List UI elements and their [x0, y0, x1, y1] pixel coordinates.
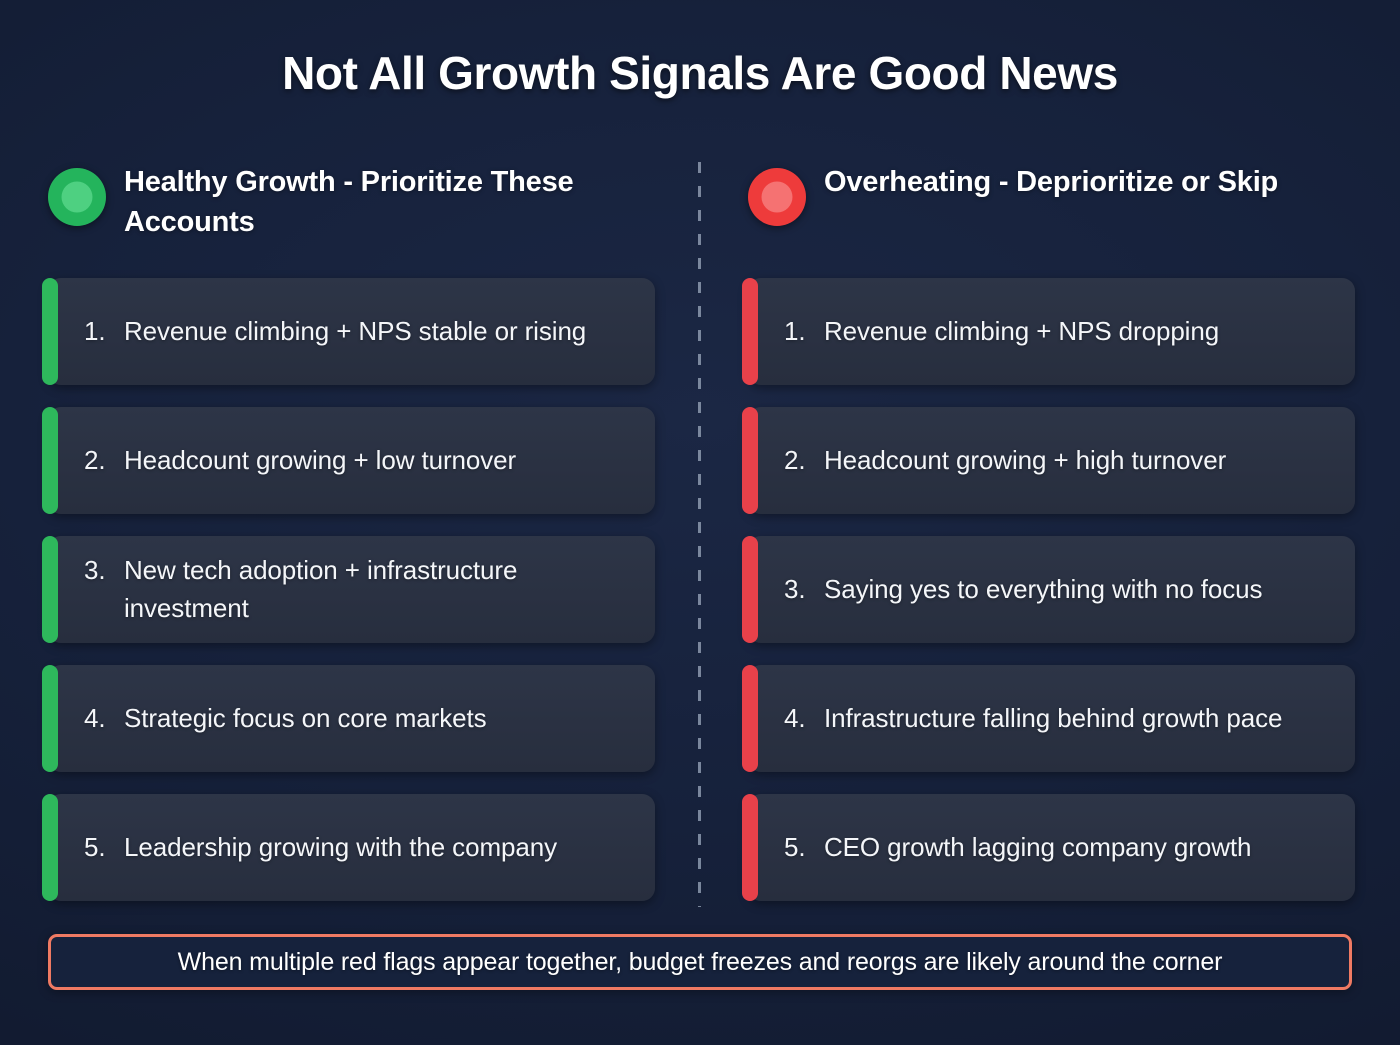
- item-number: 2.: [84, 444, 106, 475]
- accent-bar-green: [42, 794, 58, 901]
- accent-bar-red: [742, 665, 758, 772]
- accent-bar-red: [742, 407, 758, 514]
- card-content: 3. New tech adoption + infrastructure in…: [84, 552, 633, 627]
- footer-callout-text: When multiple red flags appear together,…: [177, 947, 1223, 976]
- card-list-overheating: 1. Revenue climbing + NPS dropping 2. He…: [742, 278, 1355, 901]
- item-text: Revenue climbing + NPS dropping: [824, 315, 1220, 346]
- list-item[interactable]: 5. CEO growth lagging company growth: [742, 794, 1355, 901]
- page-title: Not All Growth Signals Are Good News: [282, 47, 1118, 99]
- list-item[interactable]: 4. Strategic focus on core markets: [42, 665, 655, 772]
- footer-callout-banner: When multiple red flags appear together,…: [48, 934, 1352, 990]
- item-text: Revenue climbing + NPS stable or rising: [124, 315, 587, 346]
- list-item[interactable]: 4. Infrastructure falling behind growth …: [742, 665, 1355, 772]
- item-number: 1.: [784, 315, 806, 346]
- accent-bar-green: [42, 278, 58, 385]
- column-header-healthy-growth: Healthy Growth - Prioritize These Accoun…: [48, 160, 655, 256]
- list-item[interactable]: 3. New tech adoption + infrastructure in…: [42, 536, 655, 643]
- list-item[interactable]: 1. Revenue climbing + NPS dropping: [742, 278, 1355, 385]
- accent-bar-red: [742, 794, 758, 901]
- item-number: 3.: [784, 573, 806, 604]
- item-number: 3.: [84, 554, 106, 585]
- item-text: Saying yes to everything with no focus: [824, 573, 1263, 604]
- card-content: 2. Headcount growing + high turnover: [784, 442, 1226, 480]
- item-text: Leadership growing with the company: [124, 831, 557, 862]
- item-number: 1.: [84, 315, 106, 346]
- card-content: 5. Leadership growing with the company: [84, 829, 557, 867]
- list-item[interactable]: 2. Headcount growing + low turnover: [42, 407, 655, 514]
- red-status-dot-icon: [748, 168, 806, 226]
- accent-bar-green: [42, 536, 58, 643]
- list-item[interactable]: 2. Headcount growing + high turnover: [742, 407, 1355, 514]
- accent-bar-red: [742, 278, 758, 385]
- card-content: 1. Revenue climbing + NPS dropping: [784, 313, 1219, 351]
- list-item[interactable]: 3. Saying yes to everything with no focu…: [742, 536, 1355, 643]
- card-content: 1. Revenue climbing + NPS stable or risi…: [84, 313, 586, 351]
- accent-bar-red: [742, 536, 758, 643]
- card-content: 5. CEO growth lagging company growth: [784, 829, 1251, 867]
- item-text: Headcount growing + high turnover: [824, 444, 1227, 475]
- column-healthy-growth: Healthy Growth - Prioritize These Accoun…: [42, 160, 655, 901]
- item-number: 4.: [784, 702, 806, 733]
- list-item[interactable]: 5. Leadership growing with the company: [42, 794, 655, 901]
- column-heading-overheating: Overheating - Deprioritize or Skip: [824, 166, 1279, 198]
- column-header-overheating: Overheating - Deprioritize or Skip: [748, 160, 1355, 256]
- column-divider: [698, 162, 701, 907]
- item-text: Infrastructure falling behind growth pac…: [824, 702, 1283, 733]
- green-status-dot-icon: [48, 168, 106, 226]
- column-overheating: Overheating - Deprioritize or Skip 1. Re…: [742, 160, 1355, 901]
- item-number: 5.: [784, 831, 806, 862]
- card-content: 4. Strategic focus on core markets: [84, 700, 487, 738]
- item-text: New tech adoption + infrastructure inves…: [124, 554, 518, 623]
- card-content: 3. Saying yes to everything with no focu…: [784, 571, 1263, 609]
- list-item[interactable]: 1. Revenue climbing + NPS stable or risi…: [42, 278, 655, 385]
- item-text: Strategic focus on core markets: [124, 702, 487, 733]
- column-heading-healthy-growth: Healthy Growth - Prioritize These Accoun…: [124, 166, 574, 239]
- item-number: 4.: [84, 702, 106, 733]
- accent-bar-green: [42, 407, 58, 514]
- accent-bar-green: [42, 665, 58, 772]
- item-text: CEO growth lagging company growth: [824, 831, 1252, 862]
- card-content: 2. Headcount growing + low turnover: [84, 442, 516, 480]
- item-text: Headcount growing + low turnover: [124, 444, 517, 475]
- item-number: 2.: [784, 444, 806, 475]
- card-content: 4. Infrastructure falling behind growth …: [784, 700, 1282, 738]
- card-list-healthy-growth: 1. Revenue climbing + NPS stable or risi…: [42, 278, 655, 901]
- item-number: 5.: [84, 831, 106, 862]
